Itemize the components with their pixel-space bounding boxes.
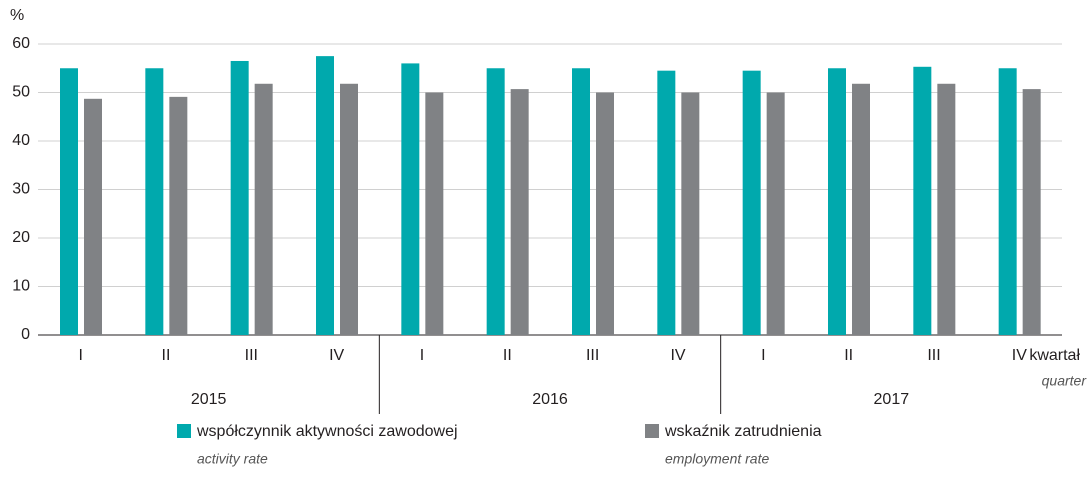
bar [657,70,676,336]
x-tick-label: III [586,347,599,364]
bar [145,68,164,335]
x-tick-label: III [245,347,258,364]
bar [998,68,1017,335]
bar [169,96,188,336]
bar [596,92,614,335]
x-tick-label: IV [1012,347,1027,364]
bar [84,98,102,336]
bar [486,68,505,335]
bar [60,68,78,335]
y-tick-label: 60 [12,35,30,52]
bar [681,92,700,335]
x-axis-label-en: quarter [1042,373,1088,389]
bar [316,56,334,335]
y-axis-label: % [10,7,24,24]
x-tick-label: III [927,347,940,364]
legend-swatch [645,424,659,438]
y-tick-label: 40 [12,132,30,149]
bar [572,68,590,335]
y-tick-label: 50 [12,84,30,101]
bar [937,83,956,336]
bar [852,83,870,336]
legend-label: współczynnik aktywności zawodowej [196,423,458,440]
x-tick-label: II [162,347,171,364]
bar [766,92,785,335]
legend-label: wskaźnik zatrudnienia [664,423,822,440]
bar [254,83,273,336]
x-tick-label: IV [329,347,344,364]
legend-swatch [177,424,191,438]
bar [828,68,846,335]
year-label: 2016 [532,391,568,408]
x-tick-label: IV [670,347,685,364]
bar [425,92,444,335]
y-tick-label: 30 [12,181,30,198]
bar [510,89,529,335]
y-tick-label: 20 [12,229,30,246]
bar [742,70,761,336]
x-tick-label: I [78,347,82,364]
bar [401,63,420,336]
year-label: 2017 [874,391,910,408]
x-tick-label: I [420,347,424,364]
y-tick-label: 10 [12,278,30,295]
legend-label-en: activity rate [197,451,268,467]
y-tick-label: 0 [21,326,30,343]
x-tick-label: II [844,347,853,364]
x-tick-label: I [761,347,765,364]
bar [340,83,358,336]
bar [913,66,932,336]
x-tick-label: II [503,347,512,364]
bar [230,60,249,335]
legend-label-en: employment rate [665,451,769,467]
bar [1022,89,1041,335]
x-axis-label: kwartał [1029,347,1080,364]
year-label: 2015 [191,391,227,408]
